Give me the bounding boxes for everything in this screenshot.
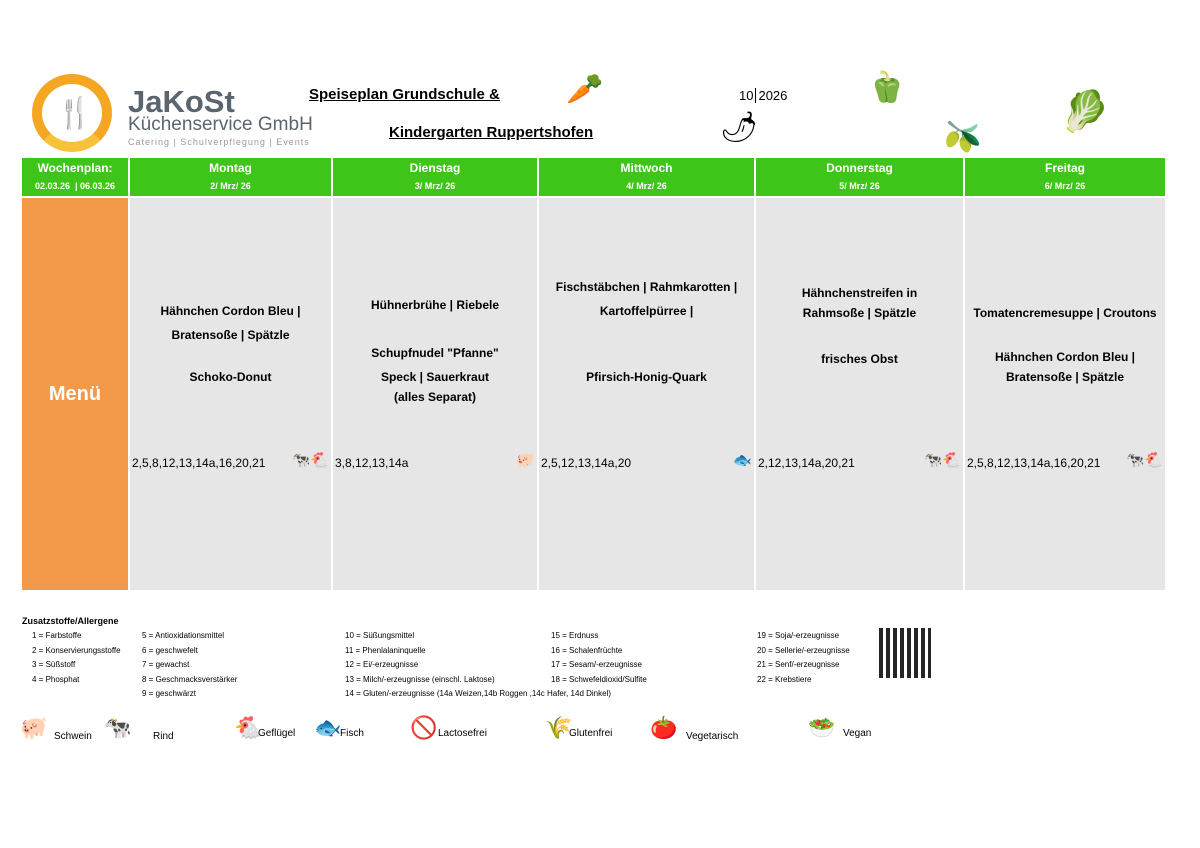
chicken-icon: 🐔: [234, 715, 262, 740]
additives-title: Zusatzstoffe/Allergene: [22, 616, 119, 626]
radish-icon: 🥬: [1060, 90, 1110, 134]
logo-icon: [32, 74, 112, 152]
additive-item: 15 = Erdnuss: [551, 631, 599, 640]
allergen-codes: 3,8,12,13,14a: [335, 456, 409, 470]
fish-icon: 🐟: [733, 452, 752, 469]
chicken-icon: 🐔: [1144, 452, 1163, 469]
qr-code[interactable]: [879, 628, 931, 678]
allergen-codes: 2,12,13,14a,20,21: [758, 456, 855, 470]
fish-icon: 🐟: [314, 715, 342, 740]
dish-line: Bratensoße | Spätzle: [1005, 370, 1125, 384]
additive-item: 12 = Ei/-erzeugnisse: [345, 660, 419, 669]
dish-line: Tomatencremesuppe | Croutons: [973, 306, 1157, 320]
legend-label: Lactosefrei: [438, 728, 487, 739]
page-title-line1: Speiseplan Grundschule &: [309, 86, 500, 103]
additive-item: 19 = Soja/-erzeugnisse: [757, 631, 840, 640]
logo-name: JaKoSt: [128, 84, 235, 119]
chicken-icon: 🐔: [942, 452, 961, 469]
dish-line: Hähnchen Cordon Bleu |: [994, 350, 1136, 364]
page-title-line2: Kindergarten Ruppertshofen: [389, 124, 594, 141]
legend-label: Geflügel: [258, 728, 296, 739]
legend-label: Rind: [153, 731, 174, 742]
week-number: 10 2026: [739, 88, 788, 103]
day-header-montag: Montag 2/ Mrz/ 26: [130, 158, 331, 196]
legend-label: Vegan: [843, 728, 872, 739]
dish-line: Speck | Sauerkraut: [380, 370, 490, 384]
additive-item: 20 = Sellerie/-erzeugnisse: [757, 645, 850, 655]
day-header-mittwoch: Mittwoch 4/ Mrz/ 26: [539, 158, 754, 196]
additive-item: 18 = Schwefeldioxid/Sulfite: [551, 674, 647, 684]
additive-item: 21 = Senf/-erzeugnisse: [757, 660, 840, 669]
additive-item: 11 = Phenlalaninquelle: [345, 645, 426, 655]
menu-label: Menü: [22, 198, 128, 590]
day-header-dienstag: Dienstag 3/ Mrz/ 26: [333, 158, 537, 196]
dish-line: Hähnchenstreifen in: [801, 286, 918, 300]
additive-item: 2 = Konservierungsstoffe: [32, 645, 121, 655]
legend-label: Vegetarisch: [686, 731, 739, 742]
cow-icon: 🐄: [104, 715, 132, 740]
additive-item: 1 = Farbstoffe: [32, 631, 82, 640]
additives-column: 19 = Soja/-erzeugnisse 20 = Sellerie/-erz…: [757, 629, 850, 687]
logo-tagline: Catering | Schulverpflegung | Events: [128, 137, 310, 147]
dish-line: Schoko-Donut: [189, 370, 272, 384]
dish-line: Hähnchen Cordon Bleu |: [160, 304, 301, 318]
pig-icon: 🐖: [20, 715, 48, 740]
day-header-donnerstag: Donnerstag 5/ Mrz/ 26: [756, 158, 963, 196]
dish-line: (alles Separat): [393, 390, 477, 404]
dish-line: Schupfnudel "Pfanne": [371, 346, 499, 360]
additive-item: 17 = Sesam/-erzeugnisse: [551, 660, 642, 669]
additive-item: 22 = Krebstiere: [757, 674, 812, 684]
chili-icon: 🌶: [720, 111, 759, 144]
carrot-icon: 🥕: [566, 73, 604, 106]
cow-icon: 🐄: [923, 452, 943, 469]
pig-icon: 🐖: [516, 452, 535, 469]
vegetable-icon: 🍅: [650, 715, 678, 740]
allergen-codes: 2,5,12,13,14a,20: [541, 456, 632, 470]
dish-line: Fischstäbchen | Rahmkarotten |: [555, 280, 738, 294]
additives-column: 10 = Süßungsmittel 11 = Phenlalaninquelle…: [345, 629, 611, 702]
day-cell-montag: Hähnchen Cordon Bleu | Bratensoße | Spätz…: [130, 198, 331, 590]
additive-item: 10 = Süßungsmittel: [345, 631, 415, 640]
chicken-icon: 🐔: [310, 452, 329, 469]
week-range-header: Wochenplan: 02.03.26 | 06.03.26: [22, 158, 128, 196]
dish-line: Bratensoße | Spätzle: [171, 328, 290, 342]
additive-item: 4 = Phosphat: [32, 674, 80, 684]
no-milk-icon: 🚫: [410, 715, 438, 740]
additive-item: 13 = Milch/-erzeugnisse (einschl. Laktos…: [345, 674, 495, 684]
cutlery-icon: 🍴: [56, 97, 94, 130]
legend-label: Schwein: [54, 731, 92, 742]
dish-line: Rahmsoße | Spätzle: [802, 306, 917, 320]
day-cell-mittwoch: Fischstäbchen | Rahmkarotten | Kartoffelp…: [539, 198, 754, 590]
dish-line: Hühnerbrühe | Riebele: [370, 298, 500, 312]
logo-subtitle: Küchenservice GmbH: [128, 114, 313, 135]
no-wheat-icon: 🌾: [545, 715, 573, 740]
leaf-bowl-icon: 🥗: [808, 715, 836, 740]
legend-label: Glutenfrei: [569, 728, 613, 739]
allergen-codes: 2,5,8,12,13,14a,16,20,21: [967, 456, 1101, 470]
cow-icon: 🐄: [291, 452, 311, 469]
dish-line: Kartoffelpürree |: [599, 304, 694, 318]
additive-item: 16 = Schalenfrüchte: [551, 645, 623, 655]
additive-item: 3 = Süßstoff: [32, 660, 76, 669]
dish-line: Pfirsich-Honig-Quark: [586, 370, 707, 384]
dish-line: frisches Obst: [821, 352, 898, 366]
day-cell-freitag: Tomatencremesuppe | Croutons Hähnchen Cor…: [965, 198, 1165, 590]
pepper-icon: 🫑: [868, 71, 906, 104]
additive-item: 5 = Antioxidationsmittel: [142, 631, 225, 640]
day-cell-donnerstag: Hähnchenstreifen in Rahmsoße | Spätzle fri…: [756, 198, 963, 590]
day-header-freitag: Freitag 6/ Mrz/ 26: [965, 158, 1165, 196]
additives-column: 15 = Erdnuss 16 = Schalenfrüchte 17 = Sesa…: [551, 629, 647, 687]
day-cell-dienstag: Hühnerbrühe | Riebele Schupfnudel "Pfanne…: [333, 198, 537, 590]
additive-item: 7 = gewachst: [142, 660, 190, 669]
additive-item: 14 = Gluten/-erzeugnisse (14a Weizen,14b…: [345, 689, 612, 698]
additive-item: 6 = geschwefelt: [142, 645, 198, 655]
legend-label: Fisch: [340, 728, 364, 739]
additives-column: 5 = Antioxidationsmittel 6 = geschwefelt 7…: [142, 629, 237, 702]
additives-column: 1 = Farbstoffe 2 = Konservierungsstoffe 3 …: [32, 629, 121, 687]
additive-item: 8 = Geschmacksverstärker: [142, 674, 238, 684]
allergen-codes: 2,5,8,12,13,14a,16,20,21: [132, 456, 266, 470]
oil-icon: 🫒: [944, 121, 982, 154]
additive-item: 9 = geschwärzt: [142, 689, 197, 698]
cow-icon: 🐄: [1125, 452, 1145, 469]
